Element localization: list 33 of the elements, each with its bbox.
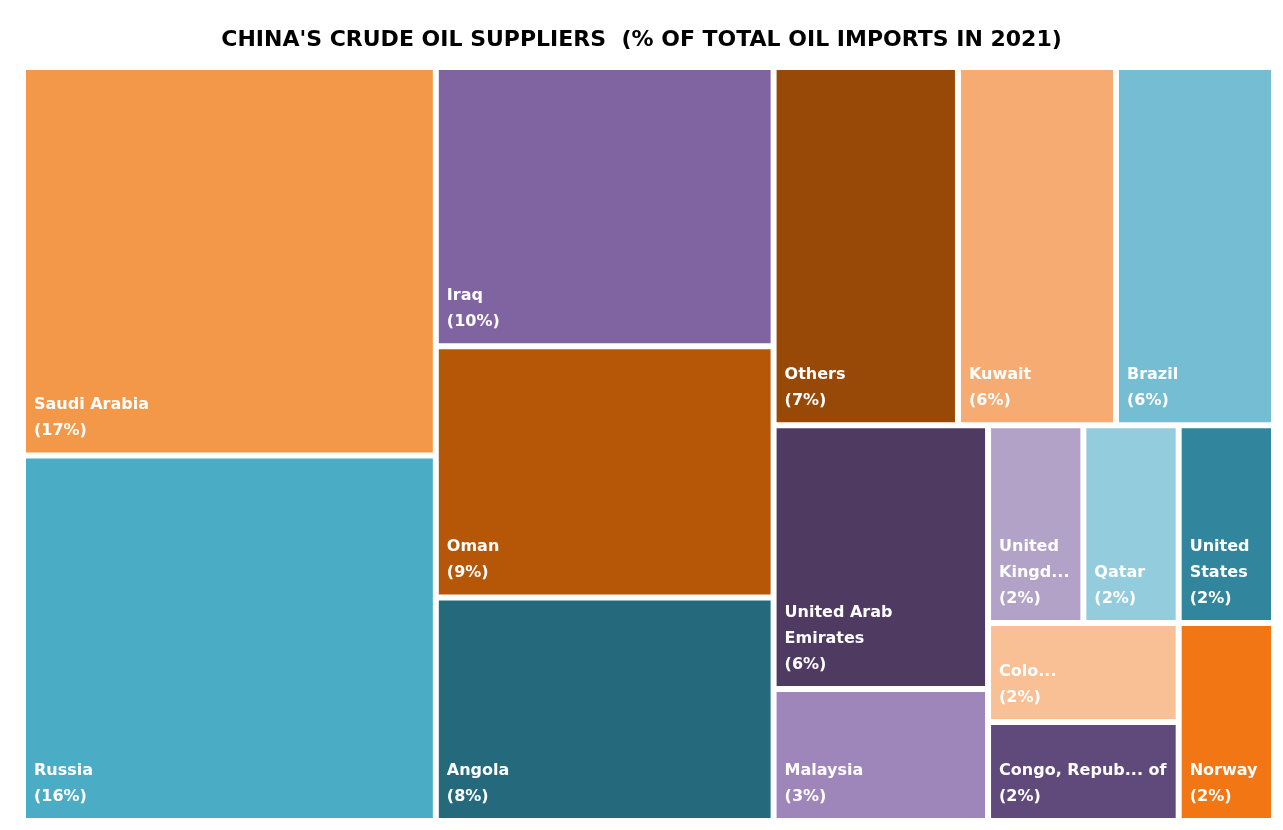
category-label: Kuwait: [968, 363, 1032, 383]
data-label: (6%): [1126, 389, 1169, 409]
data-label: (2%): [1094, 587, 1137, 607]
data-label: (9%): [446, 562, 489, 582]
data-label: (2%): [1189, 587, 1232, 607]
category-label: Norway: [1189, 759, 1259, 779]
data-label: (3%): [784, 785, 827, 805]
category-label: Malaysia: [784, 759, 864, 779]
category-label: Iraq: [446, 284, 483, 304]
data-label: (17%): [34, 419, 87, 439]
category-label: United Kingd...: [999, 535, 1070, 581]
category-label: Angola: [446, 759, 510, 779]
category-label: Congo, Repub... of: [999, 759, 1168, 779]
category-label: Oman: [446, 536, 500, 556]
category-label: Saudi Arabia: [34, 393, 150, 413]
data-label: (8%): [446, 785, 489, 805]
data-label: (7%): [784, 389, 827, 409]
data-label: (2%): [999, 785, 1041, 805]
category-label: Colo...: [999, 660, 1057, 680]
category-label: Russia: [34, 759, 94, 779]
category-label: United Arab Emirates: [784, 601, 899, 647]
data-label: (2%): [1189, 785, 1232, 805]
data-label: (6%): [784, 653, 827, 673]
category-label: Others: [784, 363, 846, 383]
text: CHINA'S CRUDE OIL SUPPLIERS (% OF TOTAL OIL IMPORTS IN 2021): [221, 25, 1062, 51]
category-label: Qatar: [1094, 561, 1146, 581]
data-label: (6%): [968, 389, 1011, 409]
data-label: (2%): [999, 686, 1041, 706]
data-label: (2%): [999, 587, 1041, 607]
data-label: (10%): [446, 310, 500, 330]
category-label: United States: [1189, 535, 1256, 581]
category-label: Brazil: [1126, 363, 1179, 383]
data-label: (16%): [34, 785, 87, 805]
